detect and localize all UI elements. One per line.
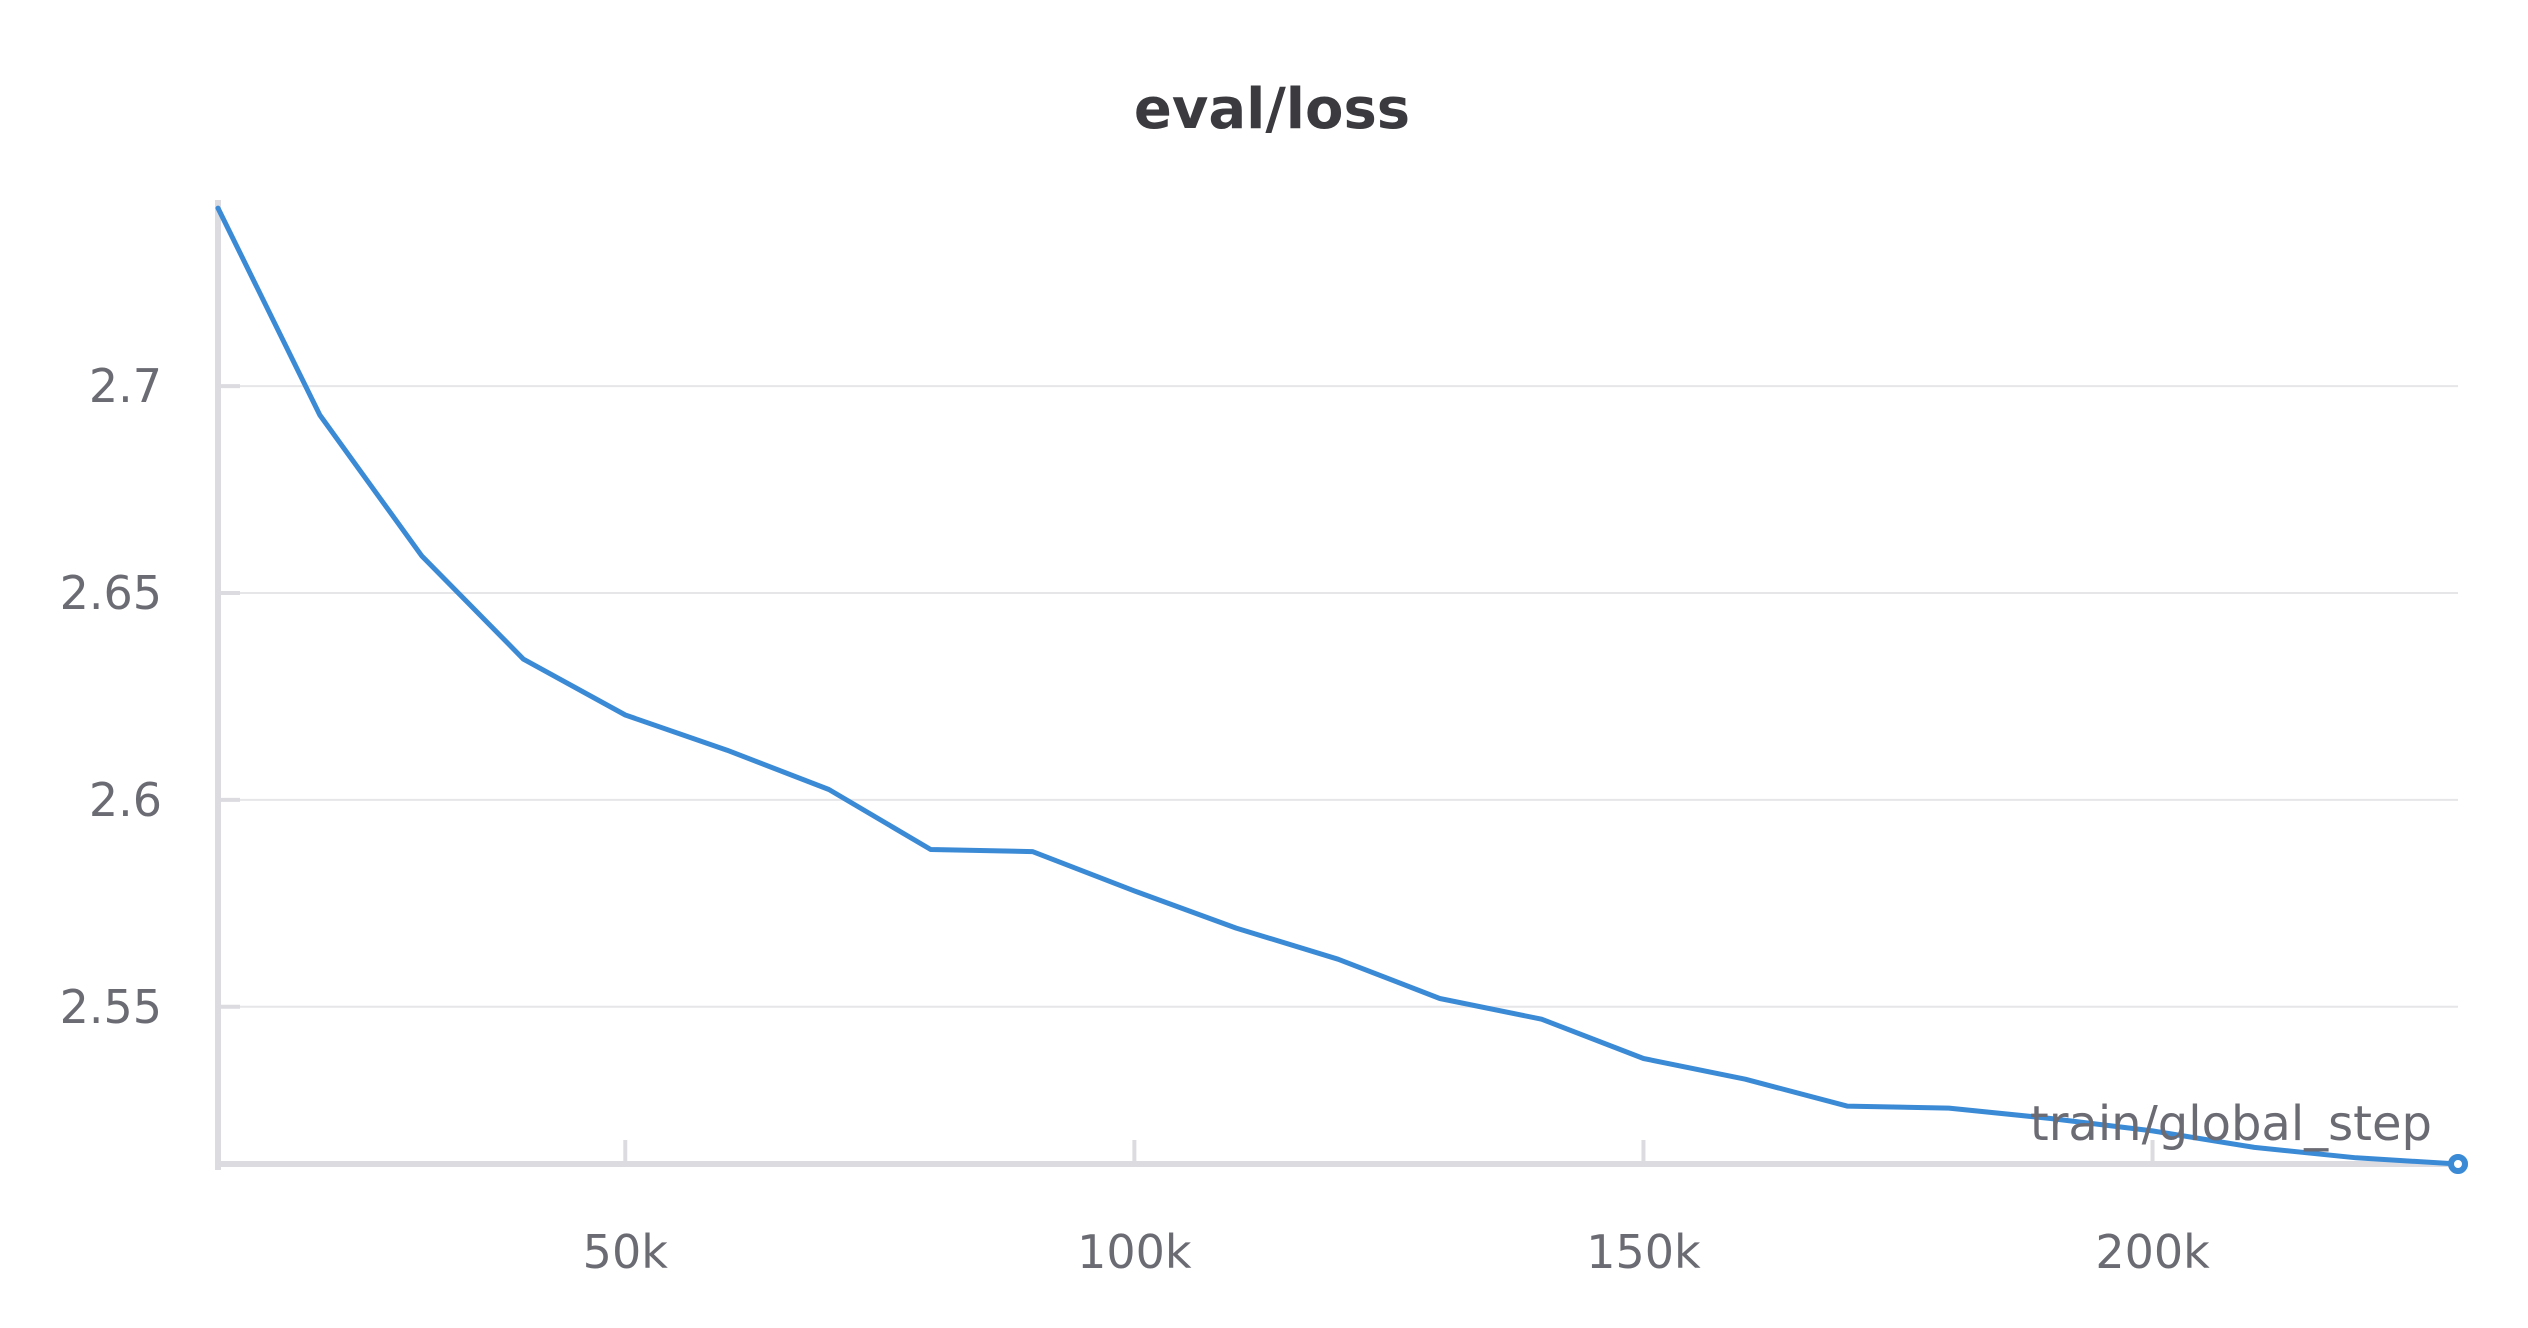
series-line xyxy=(215,205,2461,1167)
tick-labels: 2.55 2.6 2.65 2.7 50k 100k 150k 200k xyxy=(60,359,2211,1279)
x-tick-label: 50k xyxy=(583,1225,669,1279)
x-tick-label: 200k xyxy=(2095,1225,2210,1279)
x-tick-label: 100k xyxy=(1077,1225,1192,1279)
chart-title: eval/loss xyxy=(1134,77,1410,142)
x-tick-label: 150k xyxy=(1586,1225,1701,1279)
series xyxy=(215,205,2468,1174)
y-tick-label: 2.6 xyxy=(89,773,162,827)
x-axis-label: train/global_step xyxy=(2030,1096,2432,1152)
gridlines xyxy=(218,385,2458,1008)
series-endpoint-marker xyxy=(2448,1154,2468,1174)
axes xyxy=(215,200,2468,1170)
y-tick-label: 2.55 xyxy=(60,980,162,1034)
y-tick-label: 2.65 xyxy=(60,566,162,620)
y-tick-label: 2.7 xyxy=(89,359,162,413)
